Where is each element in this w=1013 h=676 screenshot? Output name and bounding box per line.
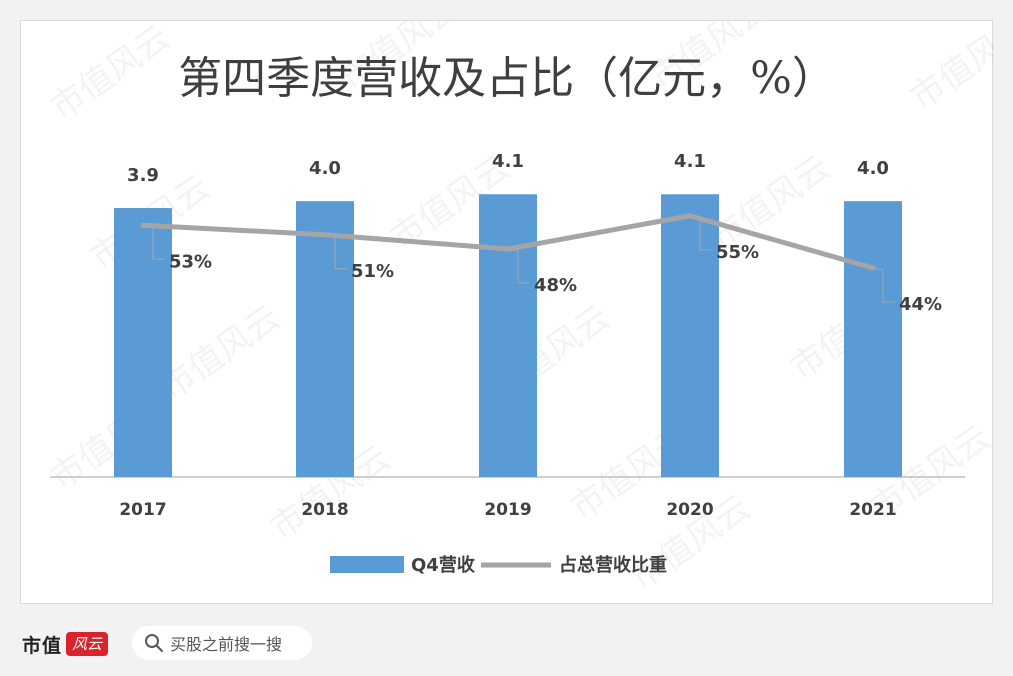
brand-mark: 风云	[66, 632, 109, 656]
bar-2019	[479, 194, 537, 477]
bar-value-label: 3.9	[127, 165, 159, 186]
x-tick-label: 2019	[484, 500, 531, 520]
bar-2017	[114, 208, 172, 477]
brand-name: 市值	[22, 634, 63, 657]
x-tick-label: 2017	[119, 500, 166, 520]
revenue-chart: 市值风云市值风云市值风云市值风云市值风云市值风云市值风云市值风云市值风云市值风云…	[43, 21, 994, 598]
bar-2018	[296, 201, 354, 477]
legend-swatch-bar	[330, 556, 404, 573]
line-value-label: 44%	[899, 294, 942, 315]
x-tick-label: 2018	[301, 500, 348, 520]
bar-value-label: 4.0	[309, 158, 341, 179]
search-placeholder: 买股之前搜一搜	[170, 635, 283, 654]
bar-value-label: 4.1	[674, 151, 706, 172]
x-tick-label: 2021	[849, 500, 896, 520]
bar-value-label: 4.0	[857, 158, 889, 179]
chart-title: 第四季度营收及占比（亿元，%）	[178, 53, 836, 104]
line-label-leader	[142, 224, 165, 260]
bar-2021	[844, 201, 902, 477]
chart-card: 市值风云市值风云市值风云市值风云市值风云市值风云市值风云市值风云市值风云市值风云…	[20, 20, 994, 604]
line-value-label: 51%	[351, 261, 394, 282]
line-value-label: 48%	[534, 275, 577, 296]
brand-logo[interactable]: 市值 风云	[22, 630, 109, 658]
bar-2020	[661, 194, 719, 477]
line-value-label: 55%	[716, 242, 759, 263]
legend-label-line: 占总营收比重	[559, 554, 667, 576]
bar-value-label: 4.1	[492, 151, 524, 172]
line-value-label: 53%	[169, 251, 212, 272]
line-label-leader	[324, 234, 347, 270]
line-label-leader	[872, 267, 895, 303]
line-label-leader	[507, 248, 530, 284]
legend-label-bar: Q4营收	[411, 554, 475, 576]
search-box[interactable]: 买股之前搜一搜	[132, 626, 312, 660]
search-icon	[145, 634, 163, 652]
footer-bar: 市值 风云 买股之前搜一搜	[0, 608, 1013, 676]
x-tick-label: 2020	[666, 500, 713, 520]
line-label-leader	[689, 215, 712, 251]
